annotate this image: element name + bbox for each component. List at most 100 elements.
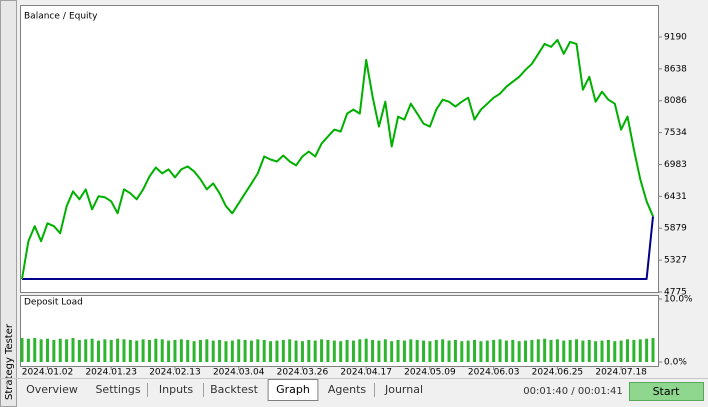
bar: [606, 339, 610, 362]
bar: [256, 339, 260, 362]
bar: [71, 338, 75, 362]
bar: [147, 339, 151, 362]
bar: [441, 339, 445, 362]
bar: [409, 339, 413, 362]
bar: [453, 339, 457, 362]
active-tab-bg: [267, 379, 319, 401]
equity-panel: [20, 5, 659, 293]
bar: [447, 340, 451, 362]
tab[interactable]: Settings: [95, 383, 140, 396]
bar: [313, 340, 317, 362]
bar: [262, 339, 266, 362]
bar: [581, 340, 585, 362]
start-button-label[interactable]: Start: [653, 385, 681, 398]
y-tick-label: 5327: [664, 256, 687, 266]
bar: [626, 339, 630, 362]
bar: [58, 338, 62, 362]
y-tick-label: 8086: [664, 96, 687, 106]
bar: [345, 339, 349, 362]
bar: [396, 339, 400, 362]
y-tick-label: 9190: [664, 32, 687, 42]
bar: [536, 339, 540, 362]
bar: [198, 339, 202, 362]
y-tick-label: 10.0%: [664, 295, 693, 305]
bar: [498, 339, 502, 362]
bar: [103, 339, 107, 362]
bar: [109, 339, 113, 362]
bar: [460, 341, 464, 362]
bar: [154, 338, 158, 362]
bar: [307, 339, 311, 362]
bar: [485, 340, 489, 362]
x-tick-label: 2024.03.04: [213, 368, 265, 378]
bar: [173, 339, 177, 362]
x-tick-label: 2024.05.09: [404, 368, 456, 378]
bar: [339, 341, 343, 362]
bar: [638, 339, 642, 362]
bar: [600, 340, 604, 362]
bar: [383, 339, 387, 362]
legend-separator: /: [63, 12, 67, 22]
bar: [211, 340, 215, 362]
bar: [332, 340, 336, 362]
bar: [45, 338, 49, 362]
tab[interactable]: Inputs: [159, 383, 193, 396]
bar: [358, 339, 362, 362]
y-tick-label: 4775: [664, 288, 687, 298]
x-tick-label: 2024.02.13: [149, 368, 201, 378]
bar: [504, 340, 508, 362]
start-button[interactable]: [629, 382, 704, 401]
bar: [415, 339, 419, 362]
bar: [96, 340, 100, 362]
bar: [371, 339, 375, 362]
bar: [326, 339, 330, 362]
bar: [275, 340, 279, 362]
bar: [300, 341, 304, 362]
tab[interactable]: Journal: [384, 383, 423, 396]
bar: [632, 339, 636, 362]
bar: [65, 339, 69, 362]
bar: [122, 339, 126, 362]
bar: [288, 339, 292, 362]
bar: [269, 341, 273, 362]
bar: [320, 339, 324, 362]
tab[interactable]: Overview: [26, 383, 78, 396]
bar: [237, 339, 241, 362]
tab[interactable]: Backtest: [210, 383, 259, 396]
bar: [562, 340, 566, 362]
y-tick-label: 8638: [664, 64, 687, 74]
bar: [428, 341, 432, 362]
bar: [575, 339, 579, 362]
timer: 00:01:40 / 00:01:41: [523, 386, 623, 397]
bar: [52, 339, 56, 362]
side-tab-label[interactable]: Strategy Tester: [4, 323, 15, 400]
bar: [473, 339, 477, 362]
bar: [243, 339, 247, 362]
y-tick-label: 5879: [664, 224, 687, 234]
tab[interactable]: Graph: [276, 383, 310, 396]
bar: [167, 340, 171, 362]
bar: [466, 340, 470, 362]
x-tick-label: 2024.01.23: [85, 368, 137, 378]
bar: [517, 341, 521, 362]
bar: [619, 340, 623, 362]
bar: [479, 341, 483, 362]
bar: [205, 339, 209, 362]
bar: [179, 339, 183, 362]
x-tick-label: 2024.03.26: [277, 368, 329, 378]
bar: [281, 339, 285, 362]
bar: [613, 341, 617, 362]
bar: [364, 338, 368, 362]
y-tick-label: 6431: [664, 192, 687, 202]
series-line: [21, 38, 654, 280]
bar: [422, 340, 426, 362]
bar: [651, 338, 655, 362]
bar: [20, 338, 24, 362]
legend-entry: Equity: [69, 12, 98, 22]
x-tick-label: 2024.07.18: [595, 368, 647, 378]
x-tick-label: 2024.01.02: [22, 368, 74, 378]
bar: [524, 340, 528, 362]
bar: [249, 340, 253, 362]
tab[interactable]: Agents: [328, 383, 367, 396]
